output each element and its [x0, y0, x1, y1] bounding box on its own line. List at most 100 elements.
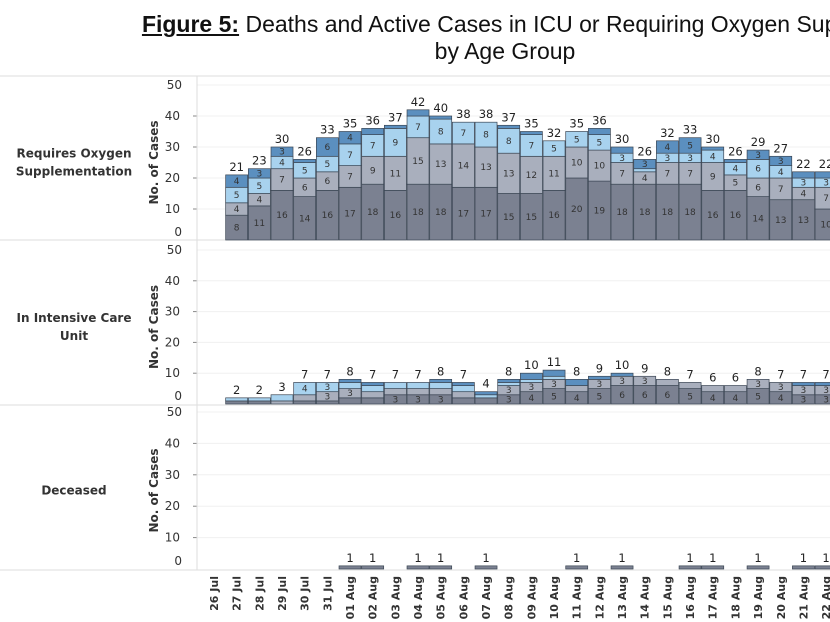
total-label: 1	[573, 551, 580, 565]
total-label: 7	[460, 367, 467, 381]
total-label: 9	[641, 361, 648, 375]
segment-label: 7	[529, 141, 535, 151]
bar-segment	[361, 382, 385, 386]
segment-label: 13	[503, 169, 514, 179]
x-tick-label: 16 Aug	[684, 576, 697, 619]
total-label: 35	[343, 117, 358, 131]
segment-label: 3	[324, 392, 330, 402]
segment-label: 3	[619, 154, 625, 164]
segment-label: 14	[458, 162, 470, 172]
y-tick-label: 10	[165, 366, 180, 380]
y-tick-label: 20	[165, 171, 180, 185]
segment-label: 15	[526, 213, 537, 223]
total-label: 40	[433, 101, 448, 115]
bar-segment	[474, 121, 498, 148]
segment-label: 13	[480, 163, 491, 173]
segment-label: 7	[665, 169, 671, 179]
bar-segment	[406, 565, 430, 570]
segment-label: 3	[755, 151, 761, 161]
total-label: 1	[618, 551, 625, 565]
y-axis-label: No. of Cases	[147, 449, 161, 533]
x-tick-label: 29 Jul	[276, 576, 289, 611]
segment-label: 3	[823, 386, 829, 396]
total-label: 37	[501, 110, 516, 124]
bar-segment	[338, 131, 362, 145]
segment-label: 5	[687, 141, 693, 151]
segment-label: 17	[344, 210, 355, 220]
bar-segment	[384, 124, 407, 129]
total-label: 32	[660, 126, 675, 140]
total-label: 10	[615, 358, 630, 372]
segment-label: 3	[778, 157, 784, 167]
segment-label: 5	[256, 182, 262, 192]
y-tick-label: 40	[165, 274, 180, 288]
segment-label: 11	[390, 169, 401, 179]
figure-label: Figure 5:	[141, 11, 240, 37]
total-label: 26	[728, 144, 743, 158]
row-label: In Intensive Care	[17, 311, 132, 325]
total-label: 7	[822, 367, 829, 381]
bar-segment	[588, 128, 611, 135]
bar-segment	[429, 115, 453, 120]
segment-label: 7	[687, 169, 693, 179]
segment-label: 19	[594, 207, 606, 217]
bar-segment	[452, 121, 475, 145]
bar-segment	[293, 382, 317, 396]
segment-label: 7	[778, 185, 784, 195]
segment-label: 16	[730, 211, 742, 221]
segment-label: 7	[415, 123, 421, 133]
bar-segment	[678, 137, 702, 154]
segment-label: 9	[710, 172, 716, 182]
bar-segment	[474, 565, 498, 570]
x-tick-label: 03 Aug	[389, 576, 402, 619]
y-tick-label: 40	[165, 109, 180, 123]
segment-label: 14	[299, 214, 311, 224]
segment-label: 3	[755, 380, 761, 390]
segment-label: 5	[597, 392, 603, 402]
bar-segment	[338, 565, 362, 570]
total-label: 8	[664, 364, 671, 378]
total-label: 8	[437, 364, 444, 378]
bar-segment	[542, 375, 566, 380]
total-label: 1	[800, 551, 807, 565]
segment-label: 3	[619, 377, 625, 387]
chart-title: Figure 5: Deaths and Active Cases in ICU…	[0, 10, 830, 38]
total-label: 30	[275, 132, 290, 146]
segment-label: 6	[619, 391, 625, 401]
segment-label: 17	[458, 210, 469, 220]
row-label: Unit	[60, 329, 88, 343]
segment-label: 4	[302, 385, 308, 395]
segment-label: 5	[574, 135, 580, 145]
segment-label: 18	[616, 208, 628, 218]
x-tick-label: 18 Aug	[729, 576, 742, 619]
total-label: 29	[751, 135, 766, 149]
bar-segment	[270, 146, 294, 157]
bar-segment	[520, 379, 543, 383]
y-tick-label: 10	[165, 531, 180, 545]
x-tick-label: 27 Jul	[231, 576, 244, 611]
bar-segment	[769, 382, 793, 393]
segment-label: 3	[529, 383, 535, 393]
bar-segment	[656, 140, 679, 154]
bar-segment	[452, 397, 475, 405]
segment-label: 3	[597, 380, 603, 390]
bar-segment	[452, 382, 475, 386]
x-tick-label: 17 Aug	[707, 576, 720, 619]
bar-segment	[452, 385, 475, 393]
bar-segment	[474, 394, 498, 399]
bar-segment	[361, 565, 385, 570]
segment-label: 3	[801, 179, 807, 189]
total-label: 7	[392, 367, 399, 381]
segment-label: 4	[256, 196, 262, 206]
segment-label: 3	[279, 148, 285, 158]
segment-label: 13	[775, 216, 786, 226]
bar-segment	[746, 149, 770, 160]
bar-segment	[565, 379, 589, 386]
segment-label: 18	[367, 208, 379, 218]
segment-label: 18	[639, 208, 651, 218]
bar-segment	[429, 379, 453, 383]
bar-segment	[361, 385, 385, 393]
bar-segment	[792, 382, 815, 386]
segment-label: 15	[412, 157, 423, 167]
bar-segment	[769, 155, 793, 166]
